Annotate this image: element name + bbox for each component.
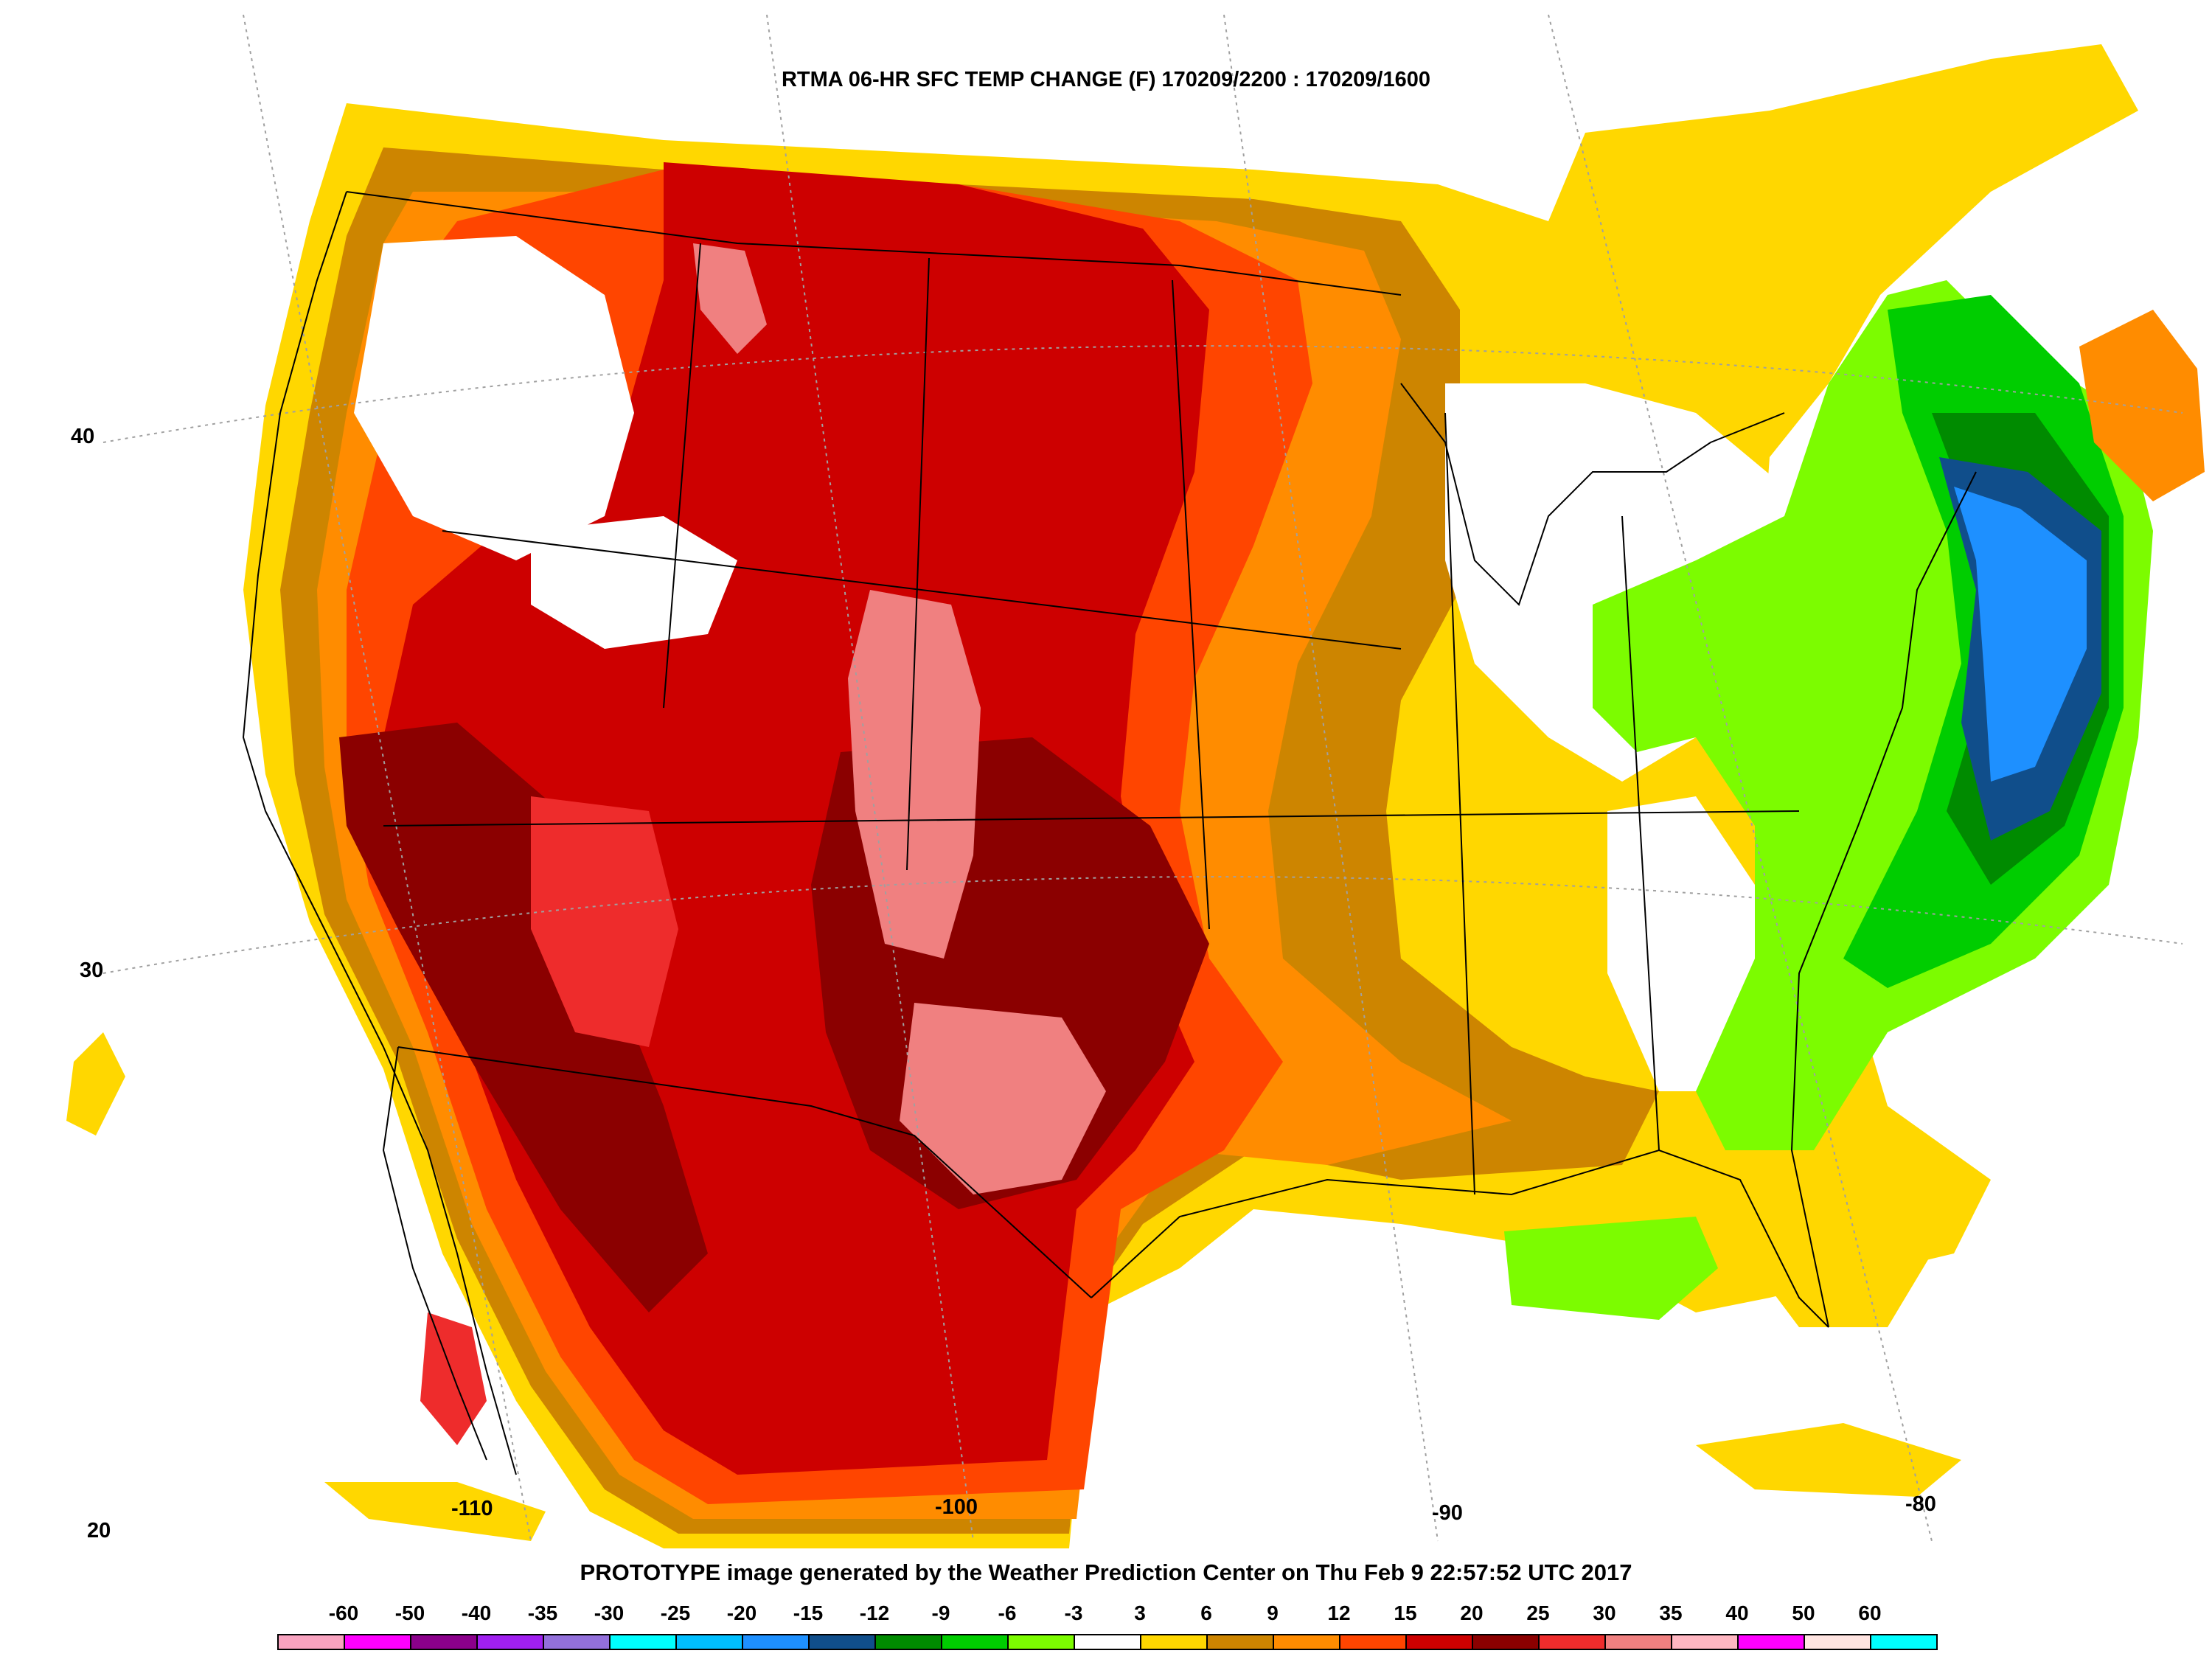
legend-swatch: [277, 1634, 345, 1650]
legend-tick-label: 40: [1725, 1601, 1749, 1624]
legend-tick-label: 50: [1792, 1601, 1815, 1624]
latitude-label-30: 30: [80, 959, 104, 982]
us-west-coast: [242, 191, 517, 1475]
longitude-label-110: -110: [451, 1497, 493, 1520]
field-pink-mexico: [900, 1003, 1106, 1194]
state-line-6: [1444, 412, 1475, 1195]
legend-tick-label: -12: [859, 1601, 890, 1624]
legend-swatch: [1804, 1634, 1871, 1650]
state-line-1: [663, 243, 701, 709]
legend-swatch: [476, 1634, 544, 1650]
us-canada-border: [346, 191, 1402, 296]
legend-tick-label: -35: [527, 1601, 558, 1624]
legend-swatch: [1604, 1634, 1672, 1650]
legend-swatch: [742, 1634, 810, 1650]
legend-swatch: [808, 1634, 876, 1650]
legend-tick-label: -60: [328, 1601, 359, 1624]
boundaries: [242, 191, 1977, 1475]
state-line-4: [442, 530, 1402, 650]
legend-tick-label: 20: [1460, 1601, 1484, 1624]
legend-swatch: [1140, 1634, 1208, 1650]
legend-tick-label: -25: [660, 1601, 691, 1624]
field-green-gulf: [1504, 1217, 1718, 1320]
gulf-coast: [1091, 1149, 1829, 1328]
legend-tick-label: -20: [726, 1601, 757, 1624]
legend-swatch: [1206, 1634, 1274, 1650]
mexico-border: [397, 1046, 1092, 1298]
legend-tick-label: 3: [1134, 1601, 1146, 1624]
field-white-se: [1607, 796, 1755, 1091]
legend-swatch: [344, 1634, 411, 1650]
legend-swatch: [1074, 1634, 1141, 1650]
map-title: RTMA 06-HR SFC TEMP CHANGE (F) 170209/22…: [781, 68, 1430, 91]
legend-swatch: [1472, 1634, 1540, 1650]
field-blue: [1954, 487, 2087, 782]
state-line-3: [1172, 279, 1210, 930]
legend-tick-label: -40: [461, 1601, 492, 1624]
legend-tick-label: -50: [394, 1601, 425, 1624]
state-line-7: [1621, 515, 1660, 1151]
parallel-40: [102, 345, 2183, 443]
field-orange-ne: [2079, 310, 2205, 501]
legend-tick-label: -6: [998, 1601, 1017, 1624]
legend-swatch: [609, 1634, 677, 1650]
longitude-label-80: -80: [1905, 1492, 1936, 1516]
baja-coast: [382, 1046, 487, 1461]
legend-swatch: [1737, 1634, 1805, 1650]
field-yellow-cuba: [1696, 1423, 1961, 1497]
state-line-2: [906, 257, 930, 871]
field-yellow-pacific-2: [66, 1032, 125, 1135]
legend-tick-label: 25: [1526, 1601, 1550, 1624]
legend-tick-label: 9: [1267, 1601, 1279, 1624]
graticule: [102, 14, 2183, 1542]
legend-swatch: [1273, 1634, 1340, 1650]
east-coast: [1790, 471, 1977, 1328]
legend-swatch: [410, 1634, 478, 1650]
legend-tick-label: 30: [1593, 1601, 1616, 1624]
field-dark-red-west: [339, 723, 708, 1312]
legend-tick-label: -9: [931, 1601, 950, 1624]
state-line-5: [383, 810, 1800, 827]
footer-credit: PROTOTYPE image generated by the Weather…: [580, 1559, 1632, 1585]
legend-tick-label: 6: [1200, 1601, 1212, 1624]
meridian-100: [766, 14, 974, 1542]
field-white-west: [531, 516, 737, 649]
field-pink-basin: [531, 796, 678, 1047]
legend-swatch: [1339, 1634, 1407, 1650]
field-pink-north: [693, 243, 767, 354]
field-pink-baja: [420, 1312, 487, 1445]
longitude-label-90: -90: [1432, 1501, 1463, 1525]
legend-tick-label: 12: [1327, 1601, 1351, 1624]
longitude-label-100: -100: [935, 1495, 978, 1519]
latitude-label-20: 20: [87, 1519, 111, 1543]
legend-tick-label: 15: [1394, 1601, 1417, 1624]
legend-tick-label: -30: [594, 1601, 625, 1624]
field-yellow-pacific: [324, 1482, 546, 1541]
latitude-label-40: 40: [71, 425, 95, 448]
legend-swatch: [1007, 1634, 1075, 1650]
field-white-nw: [354, 236, 634, 560]
legend-tick-label: -3: [1064, 1601, 1083, 1624]
legend-swatch: [1671, 1634, 1739, 1650]
shaded-field: [66, 44, 2205, 1548]
legend-swatch: [675, 1634, 743, 1650]
legend-swatch: [1870, 1634, 1938, 1650]
legend-swatch: [543, 1634, 611, 1650]
legend-swatch: [1405, 1634, 1473, 1650]
field-yellow-gulf: [1755, 1180, 1932, 1327]
great-lakes-outline: [1400, 383, 1785, 606]
field-pink-rockies: [848, 590, 981, 959]
legend-swatch: [874, 1634, 942, 1650]
parallel-30: [102, 876, 2183, 974]
meridian-110: [243, 14, 532, 1542]
meridian-90: [1223, 14, 1439, 1542]
legend-swatch: [1538, 1634, 1606, 1650]
legend-tick-label: -15: [793, 1601, 824, 1624]
legend-swatch: [941, 1634, 1009, 1650]
legend-tick-label: 35: [1659, 1601, 1683, 1624]
legend-tick-label: 60: [1858, 1601, 1882, 1624]
